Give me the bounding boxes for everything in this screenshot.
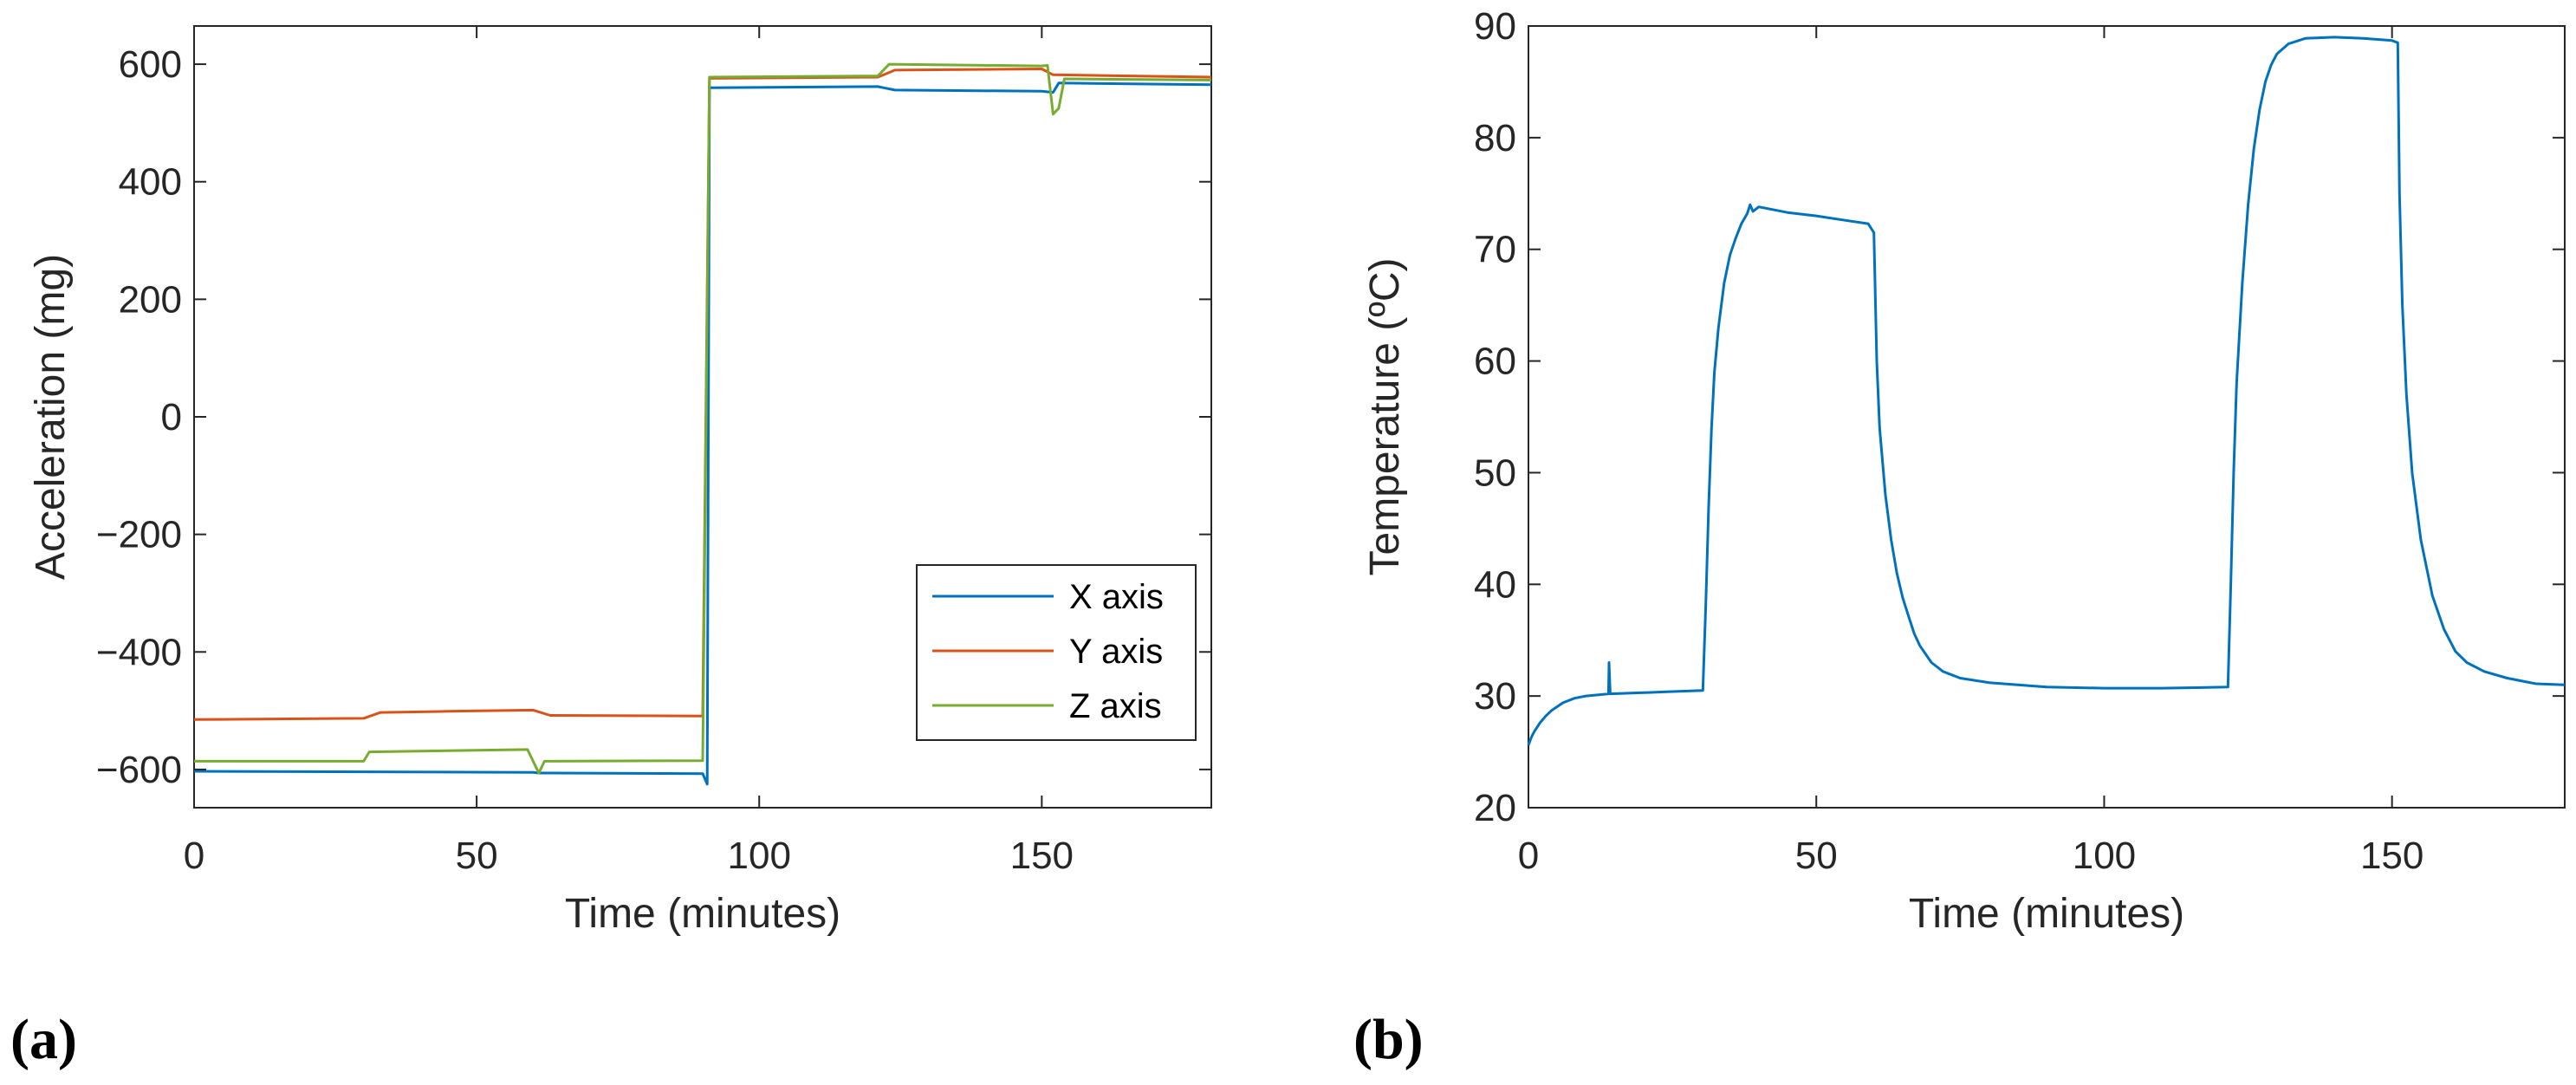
x-tick-label: 50 bbox=[456, 835, 498, 877]
y-tick-label: 70 bbox=[1474, 229, 1516, 271]
y-tick-label: −400 bbox=[96, 631, 182, 673]
y-tick-label: 400 bbox=[119, 161, 182, 204]
y-tick-label: 80 bbox=[1474, 117, 1516, 159]
y-axis-label: Acceleration (mg) bbox=[28, 254, 74, 580]
series-line-2 bbox=[194, 62, 1212, 775]
temperature-chart: 0 50 100 150 20 30 40 50 60 70 80 90 Time (minutes) T… bbox=[1362, 5, 2566, 937]
x-axis-label: Time (minutes) bbox=[565, 891, 840, 937]
y-tick-label: 600 bbox=[119, 43, 182, 86]
panel-label-b: (b) bbox=[1353, 1008, 1424, 1071]
y-tick-label: 50 bbox=[1474, 452, 1516, 494]
x-tick-label: 0 bbox=[1518, 835, 1539, 877]
y-tick-label: 30 bbox=[1474, 675, 1516, 718]
y-tick-label: 200 bbox=[119, 278, 182, 321]
y-tick-label: −600 bbox=[96, 749, 182, 791]
legend-box bbox=[916, 564, 1197, 741]
y-tick-label: 90 bbox=[1474, 5, 1516, 48]
x-axis-label: Time (minutes) bbox=[1909, 891, 2184, 937]
y-tick-label: 40 bbox=[1474, 563, 1516, 606]
y-tick-label: 60 bbox=[1474, 341, 1516, 383]
x-tick-label: 150 bbox=[1010, 835, 1074, 877]
x-tick-label: 150 bbox=[2360, 835, 2424, 877]
panel-label-a: (a) bbox=[10, 1008, 77, 1071]
legend-entry-2: Z axis bbox=[1069, 687, 1162, 725]
y-tick-label: 20 bbox=[1474, 787, 1516, 829]
y-tick-label: 0 bbox=[161, 396, 182, 439]
acceleration-chart: 0 50 100 150 −600 −400 −200 0 200 400 600 Time (min… bbox=[28, 25, 1212, 937]
y-tick-label: −200 bbox=[96, 514, 182, 556]
legend-entry-0: X axis bbox=[1069, 578, 1164, 616]
y-axis-label: Temperature (ºC) bbox=[1362, 258, 1408, 576]
x-tick-label: 100 bbox=[2073, 835, 2136, 877]
series-line-0 bbox=[1527, 36, 2566, 746]
legend-entry-1: Y axis bbox=[1069, 633, 1163, 671]
plot-area-frame bbox=[1528, 25, 2566, 809]
x-tick-label: 100 bbox=[728, 835, 791, 877]
x-tick-label: 0 bbox=[184, 835, 204, 877]
x-tick-label: 50 bbox=[1795, 835, 1838, 877]
